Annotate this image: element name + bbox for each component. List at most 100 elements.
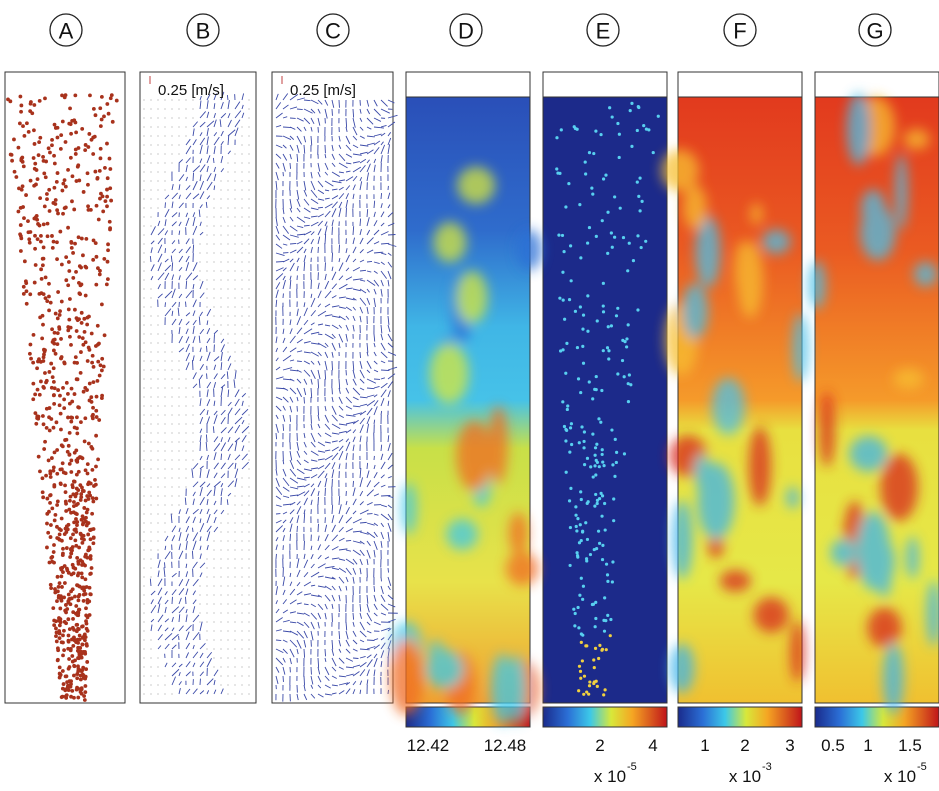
particle — [611, 560, 614, 563]
vector — [200, 487, 202, 496]
vector — [234, 379, 235, 388]
vector-dot — [235, 163, 236, 164]
vector — [367, 595, 368, 604]
vector — [318, 181, 323, 187]
colorbar-exponent: -5 — [627, 761, 637, 773]
particle — [91, 152, 95, 156]
vector-dot — [186, 460, 187, 461]
particle — [58, 230, 62, 234]
vector — [276, 172, 278, 180]
vector-dot — [228, 694, 229, 695]
particle — [69, 326, 73, 330]
vector — [186, 291, 192, 298]
vector-dot — [144, 271, 145, 272]
vector — [297, 379, 301, 383]
vector — [353, 406, 360, 407]
particle — [606, 211, 609, 214]
vector-dot — [200, 622, 201, 623]
vector — [381, 445, 382, 451]
vector — [353, 488, 355, 496]
vector — [297, 328, 302, 334]
vector-dot — [151, 415, 152, 416]
vector-dot — [207, 298, 208, 299]
vector — [339, 172, 344, 173]
vector — [221, 352, 222, 361]
vector — [304, 181, 306, 191]
vector-dot — [207, 271, 208, 272]
vector — [353, 550, 361, 555]
vector-dot — [144, 415, 145, 416]
vector-dot — [228, 532, 229, 533]
particle — [642, 124, 645, 127]
vector — [388, 316, 389, 325]
vector — [367, 237, 374, 244]
particle — [48, 209, 52, 213]
vector-dot — [151, 199, 152, 200]
vector — [214, 167, 216, 172]
vector — [311, 585, 315, 586]
vector — [360, 397, 367, 398]
vector — [276, 640, 281, 641]
particle — [72, 208, 76, 212]
vector — [235, 441, 237, 451]
vector — [179, 543, 181, 550]
particle — [33, 142, 37, 146]
vector — [346, 430, 351, 433]
vector-dot — [221, 613, 222, 614]
vector — [339, 406, 343, 410]
vector — [367, 352, 368, 356]
vector — [360, 622, 365, 630]
vector-dot — [144, 505, 145, 506]
blob — [683, 185, 707, 230]
vector — [311, 208, 318, 210]
vector — [367, 502, 373, 505]
particle — [590, 186, 593, 189]
vector — [276, 537, 278, 541]
particle — [591, 193, 594, 196]
particle — [67, 508, 71, 512]
vector-dot — [228, 658, 229, 659]
vector — [311, 239, 314, 244]
vector-dot — [151, 568, 152, 569]
vector-dot — [144, 469, 145, 470]
vector — [193, 499, 194, 505]
particle — [56, 646, 60, 650]
vector — [318, 283, 319, 289]
vector — [214, 463, 219, 469]
vector — [297, 694, 298, 700]
particle — [58, 532, 62, 536]
particle — [565, 429, 568, 432]
vector-dot — [242, 649, 243, 650]
vector — [290, 127, 295, 129]
particle — [59, 528, 63, 532]
vector-dot — [249, 523, 250, 524]
vector-dot — [144, 235, 145, 236]
vector — [318, 613, 321, 619]
vector — [186, 579, 189, 586]
vector-dot — [235, 208, 236, 209]
vector — [332, 558, 339, 559]
vector — [186, 247, 191, 253]
vector — [228, 427, 233, 433]
particle — [35, 366, 39, 370]
particle — [77, 335, 81, 339]
particle — [599, 421, 602, 424]
vector — [304, 379, 307, 385]
vector — [297, 570, 300, 577]
vector — [304, 513, 305, 523]
particle — [93, 170, 97, 174]
vector — [207, 137, 208, 145]
vector — [221, 102, 223, 109]
particle — [83, 265, 87, 269]
vector-dot — [249, 208, 250, 209]
vector — [339, 496, 340, 505]
particle — [71, 617, 75, 621]
vector — [332, 208, 336, 217]
vector-dot — [158, 379, 159, 380]
particle — [615, 314, 618, 317]
particle — [581, 634, 584, 637]
vector — [325, 667, 329, 675]
particle — [80, 643, 84, 647]
vector — [193, 541, 196, 550]
vector — [374, 541, 377, 550]
